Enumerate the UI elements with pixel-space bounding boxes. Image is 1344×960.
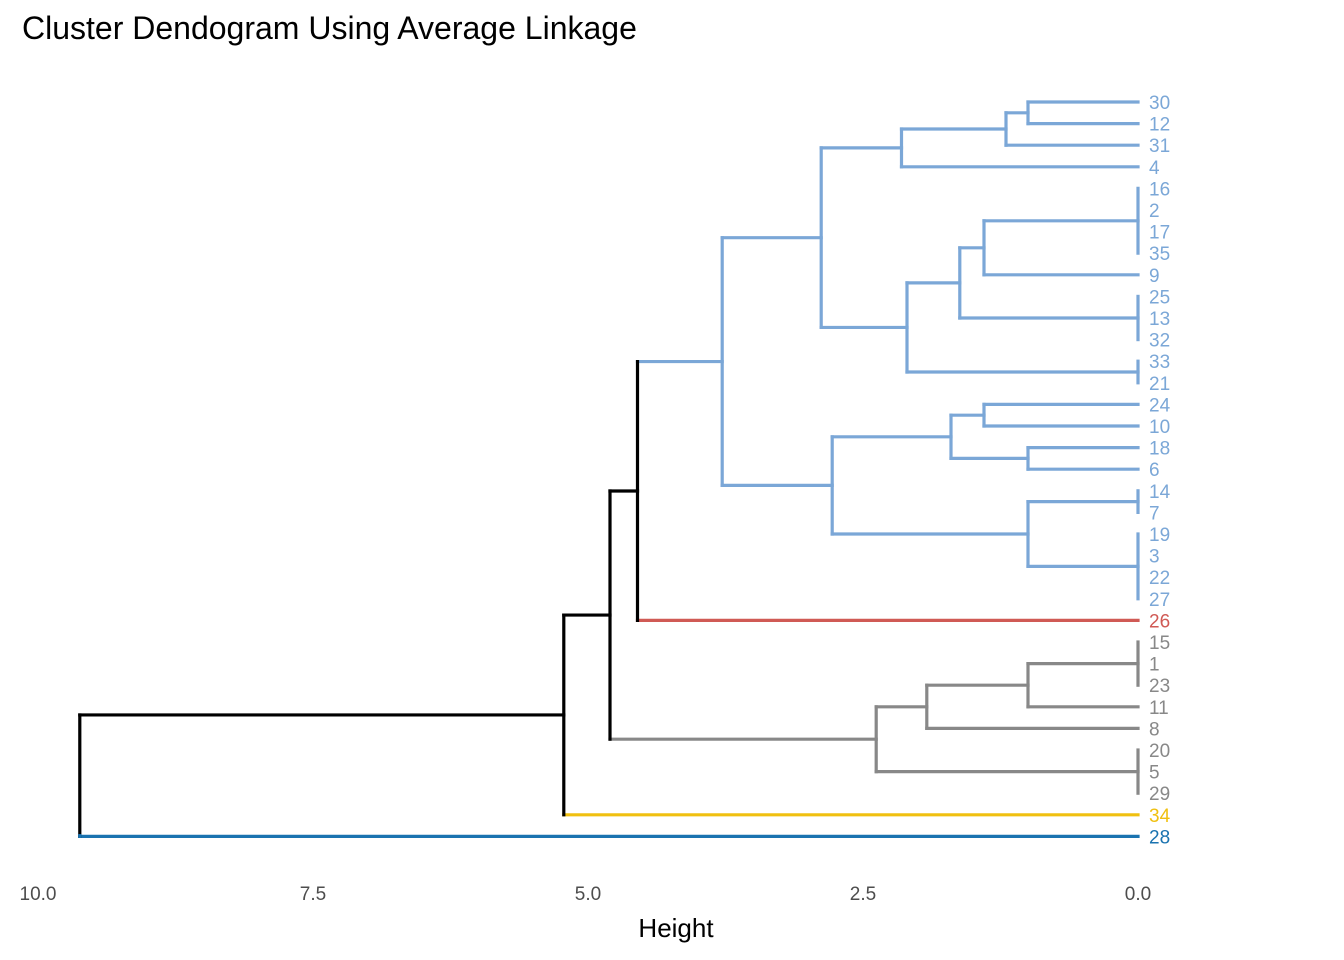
leaf-label: 23 xyxy=(1149,676,1170,697)
leaf-label: 27 xyxy=(1149,590,1170,611)
leaf-label: 11 xyxy=(1149,698,1169,719)
leaf-label: 31 xyxy=(1149,136,1170,157)
leaf-label: 22 xyxy=(1149,568,1170,589)
leaf-label: 12 xyxy=(1149,115,1170,136)
x-axis: 10.0 7.5 5.0 2.5 0.0 xyxy=(20,884,1152,905)
leaf-label: 9 xyxy=(1149,266,1160,287)
leaf-label: 17 xyxy=(1149,223,1170,244)
x-tick-label: 0.0 xyxy=(1125,884,1151,905)
x-tick-label: 10.0 xyxy=(20,884,57,905)
leaf-label: 21 xyxy=(1149,374,1170,395)
leaf-label: 10 xyxy=(1149,417,1170,438)
leaf-label: 5 xyxy=(1149,763,1160,784)
leaf-label: 34 xyxy=(1149,806,1171,827)
x-tick-label: 2.5 xyxy=(850,884,876,905)
leaf-label: 6 xyxy=(1149,460,1160,481)
leaf-label: 3 xyxy=(1149,547,1160,568)
leaf-label: 4 xyxy=(1149,158,1160,179)
x-axis-title: Height xyxy=(638,913,714,943)
chart-title: Cluster Dendogram Using Average Linkage xyxy=(22,10,637,46)
leaf-label: 35 xyxy=(1149,244,1170,265)
leaf-label: 33 xyxy=(1149,352,1170,373)
leaf-label: 1 xyxy=(1149,655,1160,676)
leaf-label: 2 xyxy=(1149,201,1160,222)
leaf-label: 20 xyxy=(1149,741,1170,762)
x-tick-label: 5.0 xyxy=(575,884,601,905)
leaf-label: 32 xyxy=(1149,331,1170,352)
leaf-label: 18 xyxy=(1149,439,1170,460)
leaf-label: 19 xyxy=(1149,525,1170,546)
leaf-labels: 3012314162173592513323321241018614719322… xyxy=(1149,93,1171,848)
leaf-label: 16 xyxy=(1149,179,1170,200)
leaf-label: 8 xyxy=(1149,719,1160,740)
leaf-label: 14 xyxy=(1149,482,1171,503)
leaf-label: 13 xyxy=(1149,309,1170,330)
x-tick-label: 7.5 xyxy=(300,884,326,905)
leaf-label: 28 xyxy=(1149,827,1170,848)
leaf-label: 30 xyxy=(1149,93,1170,114)
leaf-label: 24 xyxy=(1149,395,1171,416)
leaf-label: 7 xyxy=(1149,503,1160,524)
leaf-label: 29 xyxy=(1149,784,1170,805)
leaf-label: 15 xyxy=(1149,633,1170,654)
leaf-label: 26 xyxy=(1149,611,1170,632)
leaf-label: 25 xyxy=(1149,287,1170,308)
dendrogram-branches xyxy=(78,100,1140,839)
